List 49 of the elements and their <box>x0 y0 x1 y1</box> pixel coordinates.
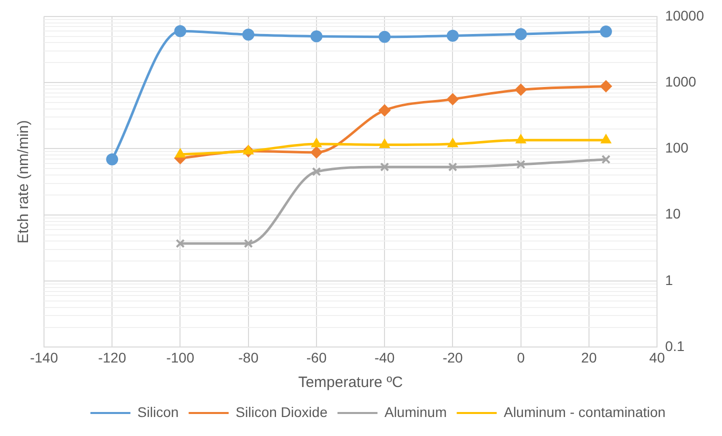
y-tick-label: 10000 <box>665 7 704 24</box>
x-tick-label: 20 <box>581 349 597 366</box>
point <box>174 25 186 38</box>
x-tick-label: -40 <box>374 349 395 366</box>
point <box>106 153 118 166</box>
point <box>243 145 254 154</box>
point <box>448 162 458 172</box>
point <box>311 138 322 148</box>
point <box>174 148 186 158</box>
point <box>242 28 254 41</box>
x-tick-label: -140 <box>30 349 58 366</box>
legend-label: Aluminum - contamination <box>504 404 666 420</box>
y-axis-title: Etch rate (nm/min) <box>15 120 32 244</box>
x-tick-label: -20 <box>442 349 464 366</box>
y-tick-label: 1 <box>665 272 674 288</box>
point <box>310 30 322 42</box>
point <box>446 93 459 106</box>
legend-label: Silicon <box>137 404 179 420</box>
x-axis-title: Temperature ºC <box>298 374 404 392</box>
y-tick-label: 0.1 <box>665 338 685 354</box>
x-tick-label: -120 <box>98 349 126 366</box>
x-tick-label: -100 <box>166 349 194 366</box>
y-tick-label: 10 <box>665 206 681 222</box>
point <box>516 134 526 144</box>
x-tick-label: 40 <box>649 349 666 366</box>
legend-label: Silicon Dioxide <box>236 404 328 420</box>
y-tick-label: 1000 <box>665 73 696 90</box>
point <box>514 28 527 40</box>
y-tick-label: 100 <box>665 140 689 156</box>
point <box>600 26 612 38</box>
x-tick-label: -80 <box>238 349 259 366</box>
point <box>176 238 185 248</box>
point <box>244 238 253 248</box>
legend-label: Aluminum <box>384 404 447 420</box>
x-tick-label: -60 <box>306 349 327 366</box>
x-tick-label: 0 <box>516 349 525 366</box>
point <box>601 154 611 164</box>
point <box>446 30 459 42</box>
point <box>378 30 391 43</box>
point <box>379 138 390 148</box>
point <box>447 138 458 148</box>
point <box>380 162 390 172</box>
point <box>514 84 527 96</box>
point <box>600 80 612 92</box>
point <box>312 167 322 176</box>
point <box>310 146 322 158</box>
point <box>516 160 526 169</box>
point <box>600 134 612 144</box>
point <box>378 104 391 116</box>
